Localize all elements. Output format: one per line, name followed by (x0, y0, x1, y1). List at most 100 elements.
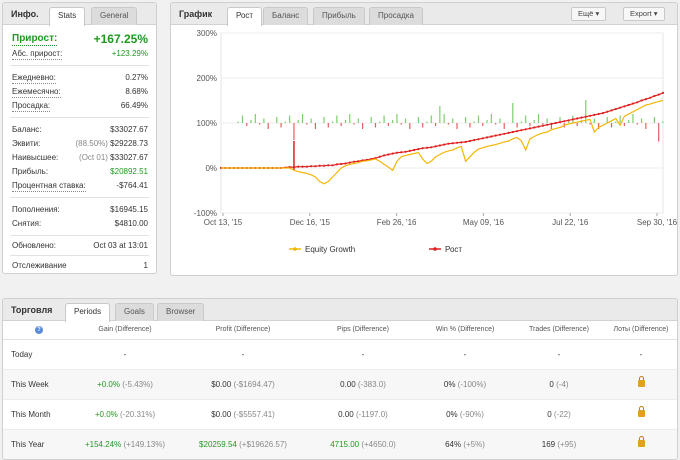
col-win[interactable]: Win % (Difference) (415, 321, 515, 340)
stat-highest-value: $33027.67 (110, 153, 148, 162)
growth-point (588, 114, 592, 117)
growth-point (352, 160, 356, 163)
stat-daily-label[interactable]: Ежедневно: (12, 73, 56, 84)
win-value: 0% (446, 409, 458, 419)
lock-icon[interactable] (637, 405, 645, 417)
daily-bar (379, 121, 381, 123)
daily-bar (349, 114, 351, 123)
growth-point (554, 121, 557, 125)
growth-point (438, 144, 441, 147)
daily-bar (452, 118, 454, 123)
more-menu-button[interactable]: Ещё ▾ (571, 7, 607, 21)
growth-point (503, 132, 506, 135)
growth-point (464, 140, 467, 143)
win-value: 0% (443, 379, 456, 389)
daily-bar (297, 120, 299, 123)
pips-cell: 4715.00 (+4650.0) (311, 429, 415, 459)
col-profit[interactable]: Profit (Difference) (175, 321, 311, 340)
daily-bar (280, 123, 282, 128)
growth-point (644, 98, 647, 101)
stat-tracking-value: 1 (143, 261, 148, 270)
stat-daily: Ежедневно: 0.27% (12, 73, 148, 85)
tab-drawdown[interactable]: Просадка (369, 7, 423, 25)
stat-balance-value: $33027.67 (110, 125, 148, 134)
periods-table: ? Gain (Difference) Profit (Difference) … (3, 321, 677, 459)
tab-stats[interactable]: Stats (49, 7, 86, 26)
stat-interest-label[interactable]: Процентная ставка: (12, 181, 86, 192)
stat-updated-value: Oct 03 at 13:01 (93, 241, 148, 250)
daily-bar (636, 123, 638, 125)
growth-point (584, 115, 587, 118)
growth-point (485, 136, 489, 139)
growth-point (378, 155, 381, 158)
stat-balance: Баланс: $33027.67 (12, 125, 148, 137)
stat-daily-value: 0.27% (125, 73, 148, 82)
legend-equity-marker (293, 247, 297, 251)
daily-bar (331, 121, 334, 123)
daily-bar (267, 123, 269, 129)
col-gain[interactable]: Gain (Difference) (75, 321, 175, 340)
growth-point (541, 124, 544, 127)
x-tick-label: May 09, '16 (463, 218, 505, 227)
growth-point (425, 146, 429, 149)
growth-point (400, 151, 403, 154)
growth-point (546, 123, 549, 126)
daily-bar (323, 117, 325, 123)
daily-bar (495, 123, 497, 125)
growth-point (327, 164, 330, 167)
chevron-down-icon: ▾ (653, 9, 658, 18)
stat-abs-gain-label[interactable]: Абс. прирост: (12, 49, 63, 60)
stats-tabbar: Инфо. Stats General (3, 3, 156, 26)
col-lots[interactable]: Лоты (Difference) (603, 321, 677, 340)
growth-point (331, 164, 334, 167)
chevron-down-icon: ▾ (595, 9, 600, 18)
legend-growth-label: Рост (445, 245, 462, 254)
tab-goals[interactable]: Goals (115, 303, 154, 321)
tab-periods[interactable]: Periods (65, 303, 111, 322)
lots-cell: - (603, 339, 677, 370)
growth-point (571, 118, 574, 121)
stat-gain-label[interactable]: Прирост: (12, 33, 58, 46)
growth-point (357, 160, 360, 163)
lock-icon[interactable] (637, 435, 645, 447)
stat-equity-value-wrap: (88.50%) $29228.73 (75, 139, 148, 149)
stat-monthly-label[interactable]: Ежемесячно: (12, 87, 61, 98)
table-row: Today - - - - - - (3, 339, 677, 370)
growth-point (490, 135, 493, 138)
table-row: This Week +0.0% (-5.43%) $0.00 (-$1694.4… (3, 369, 677, 400)
tab-growth[interactable]: Рост (227, 7, 263, 26)
growth-point (434, 145, 437, 148)
daily-bar (344, 120, 347, 123)
lots-value: - (639, 349, 643, 359)
daily-bar (259, 123, 261, 125)
daily-bar (465, 117, 467, 123)
col-pips[interactable]: Pips (Difference) (311, 321, 415, 340)
daily-bar (434, 123, 437, 126)
growth-point (391, 152, 394, 155)
growth-point (558, 121, 562, 124)
daily-bar (430, 115, 432, 123)
daily-bar (469, 123, 471, 128)
growth-point (580, 116, 583, 119)
tab-profit[interactable]: Прибыль (313, 7, 365, 25)
help-icon[interactable]: ? (35, 325, 43, 334)
daily-bar (327, 123, 329, 128)
growth-point (601, 112, 605, 115)
daily-bar (520, 121, 522, 123)
export-button[interactable]: Export ▾ (623, 7, 665, 21)
tab-balance[interactable]: Баланс (263, 7, 309, 25)
tab-browser[interactable]: Browser (157, 303, 205, 321)
col-trades[interactable]: Trades (Difference) (515, 321, 603, 340)
daily-bar (246, 123, 248, 126)
stat-drawdown-label[interactable]: Просадка: (12, 101, 51, 112)
tab-general[interactable]: General (91, 7, 138, 25)
growth-point (335, 163, 338, 166)
daily-bar (486, 120, 488, 123)
growth-point (610, 109, 613, 112)
growth-point (468, 139, 471, 143)
win-cell: - (415, 339, 515, 370)
daily-bar (550, 123, 553, 129)
lock-icon[interactable] (637, 375, 645, 387)
stat-highest: Наивысшее: (Oct 01) $33027.67 (12, 153, 148, 165)
gain-value: +0.0% (94, 409, 118, 419)
